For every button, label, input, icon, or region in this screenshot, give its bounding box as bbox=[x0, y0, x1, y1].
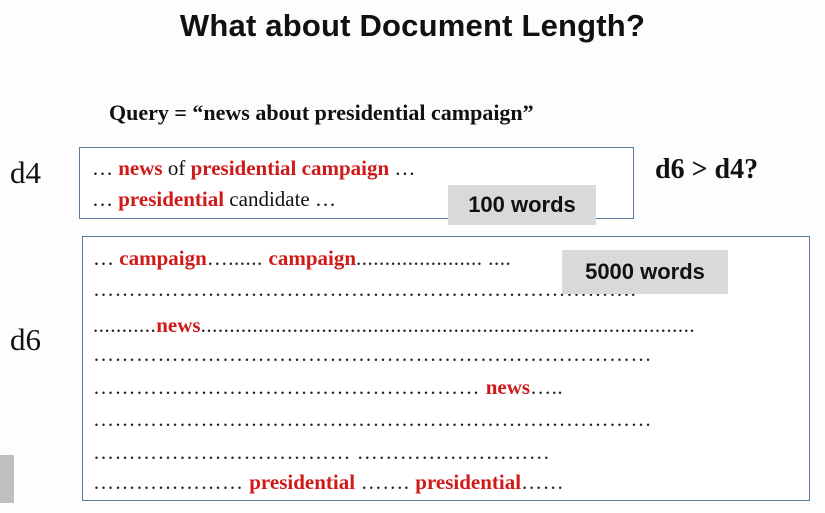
d4-label: d4 bbox=[10, 155, 41, 190]
comparison-question: d6 > d4? bbox=[655, 154, 759, 185]
keyword-highlight: presidential bbox=[415, 470, 522, 494]
filler-dots: ……………………………………………… bbox=[93, 375, 486, 399]
d6-line-1: … campaign…...... campaign..............… bbox=[93, 246, 511, 271]
d6-line-8: ………………… presidential ……. presidential…… bbox=[93, 470, 564, 495]
text-segment: … bbox=[92, 156, 119, 180]
filler-dots: …………………………………………………………………. bbox=[93, 277, 637, 301]
keyword-highlight: news bbox=[156, 313, 201, 337]
filler-dots: …… bbox=[521, 470, 565, 494]
d6-line-5: ……………………………………………… news….. bbox=[93, 375, 563, 400]
d6-line-4: …………………………………………………………………… bbox=[93, 342, 652, 367]
keyword-highlight: presidential campaign bbox=[190, 156, 390, 180]
query-text: Query = “news about presidential campaig… bbox=[109, 100, 534, 125]
d4-line-2: … presidential candidate … bbox=[92, 187, 336, 212]
keyword-highlight: campaign bbox=[119, 246, 207, 270]
filler-dots: ........................................… bbox=[200, 313, 696, 337]
text-segment: … bbox=[92, 187, 119, 211]
filler-dots: ……. bbox=[355, 470, 416, 494]
d6-word-count-badge: 5000 words bbox=[562, 250, 728, 294]
filler-dots: …...... bbox=[206, 246, 269, 270]
filler-dots: …………………………………………………………………… bbox=[93, 407, 652, 431]
d6-line-6: …………………………………………………………………… bbox=[93, 407, 652, 432]
d6-line-2: …………………………………………………………………. bbox=[93, 277, 636, 302]
filler-dots: .... bbox=[488, 246, 512, 270]
keyword-highlight: news bbox=[485, 375, 531, 399]
keyword-highlight: presidential bbox=[249, 470, 356, 494]
text-segment: of bbox=[162, 156, 191, 180]
d4-word-count-badge: 100 words bbox=[448, 185, 596, 225]
text-segment: … bbox=[389, 156, 416, 180]
keyword-highlight: presidential bbox=[118, 187, 225, 211]
d6-label: d6 bbox=[10, 322, 41, 357]
filler-dots: ….. bbox=[530, 375, 564, 399]
text-segment: candidate … bbox=[224, 187, 336, 211]
filler-dots: ……………………………… ……………………… bbox=[93, 440, 551, 464]
text-segment: … bbox=[93, 246, 120, 270]
d4-line-1: … news of presidential campaign … bbox=[92, 156, 415, 181]
filler-dots: ………………… bbox=[93, 470, 250, 494]
filler-dots: ........... bbox=[93, 313, 157, 337]
keyword-highlight: news bbox=[118, 156, 163, 180]
slide-title: What about Document Length? bbox=[179, 8, 646, 43]
edge-tab bbox=[0, 455, 14, 503]
keyword-highlight: campaign bbox=[268, 246, 357, 270]
filler-dots: …………………………………………………………………… bbox=[93, 342, 652, 366]
filler-dots: ...................... bbox=[356, 246, 489, 270]
d4-document-box: … news of presidential campaign … … pres… bbox=[79, 147, 634, 219]
d6-line-3: ...........news.........................… bbox=[93, 313, 695, 338]
d6-line-7: ……………………………… ……………………… bbox=[93, 440, 550, 465]
